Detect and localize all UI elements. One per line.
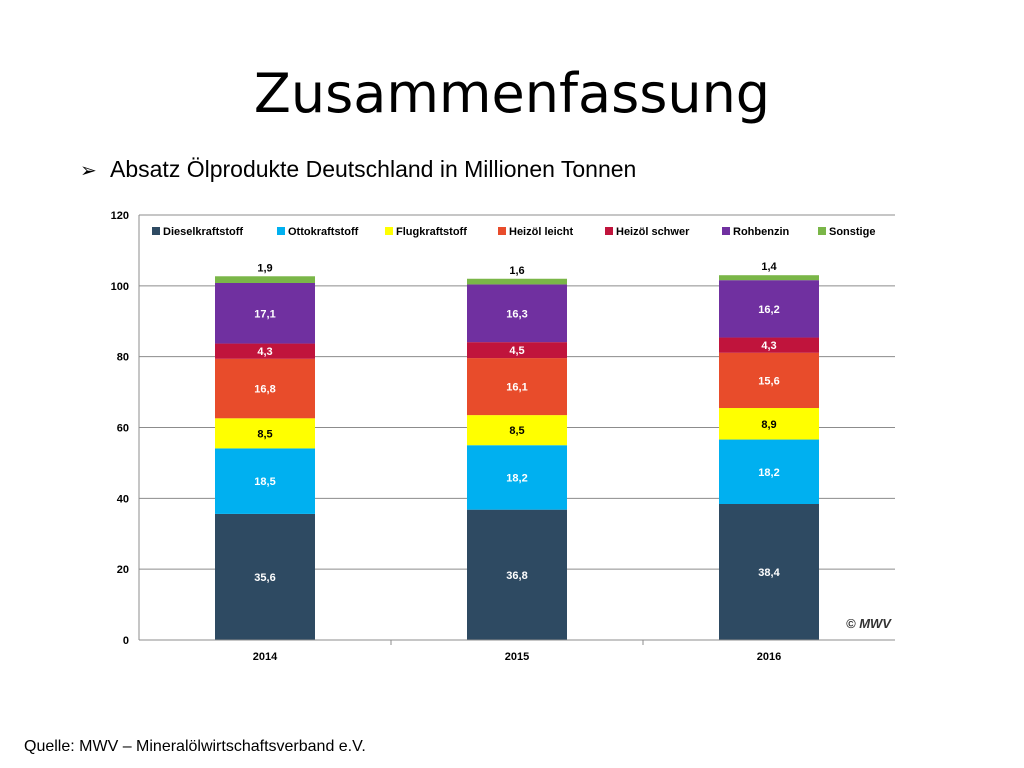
data-label: 8,9 xyxy=(761,419,776,431)
bar-segment xyxy=(215,448,315,514)
legend-swatch xyxy=(605,227,613,235)
data-label: 1,6 xyxy=(509,265,524,277)
data-label: 16,1 xyxy=(506,382,527,394)
legend: Dieselkraftstoff Ottokraftstoff Flugkrafts… xyxy=(152,226,875,238)
data-label: 16,2 xyxy=(758,304,779,316)
bar-segment xyxy=(215,513,315,640)
data-label: 4,3 xyxy=(257,346,272,358)
bar-segment xyxy=(467,445,567,510)
bar-segment xyxy=(215,358,315,419)
bar-segment xyxy=(467,284,567,343)
y-tick-label: 0 xyxy=(123,635,129,647)
bar-segment xyxy=(215,283,315,344)
legend-label: Rohbenzin xyxy=(733,226,789,238)
data-label: 8,5 xyxy=(257,428,272,440)
bar-segment xyxy=(215,418,315,449)
y-tick-label: 100 xyxy=(111,281,129,293)
source-note: Quelle: MWV – Mineralölwirtschaftsverban… xyxy=(24,738,366,755)
bar-segment xyxy=(719,337,819,353)
legend-swatch xyxy=(277,227,285,235)
bars xyxy=(215,275,819,640)
legend-label: Heizöl leicht xyxy=(509,226,574,238)
data-label: 38,4 xyxy=(758,567,780,579)
arrow-bullet-icon: ➢ xyxy=(80,158,97,182)
legend-label: Ottokraftstoff xyxy=(288,226,359,238)
bar-segment xyxy=(467,278,567,285)
x-axis: 2014 2015 2016 xyxy=(139,639,895,663)
data-label: 18,2 xyxy=(506,472,527,484)
bullet-item: ➢ Absatz Ölprodukte Deutschland in Millio… xyxy=(80,156,636,183)
legend-label: Sonstige xyxy=(829,226,875,238)
bar-segment xyxy=(467,342,567,359)
legend-swatch xyxy=(818,227,826,235)
data-label: 15,6 xyxy=(758,375,779,387)
legend-swatch xyxy=(498,227,506,235)
y-tick-label: 120 xyxy=(111,210,129,222)
bullet-text: Absatz Ölprodukte Deutschland in Million… xyxy=(110,156,637,182)
y-tick-label: 20 xyxy=(117,564,129,576)
x-tick-label: 2014 xyxy=(253,651,278,663)
y-tick-label: 80 xyxy=(117,352,129,364)
slide-title: Zusammenfassung xyxy=(253,62,771,125)
data-label: 18,2 xyxy=(758,467,779,479)
bar-segment xyxy=(719,439,819,504)
bar-segment xyxy=(719,408,819,440)
data-label: 4,5 xyxy=(509,345,524,357)
legend-swatch xyxy=(152,227,160,235)
data-label: 4,3 xyxy=(761,340,776,352)
data-label: 16,8 xyxy=(254,384,275,396)
copyright-mark: © MWV xyxy=(846,616,892,631)
data-label: 1,9 xyxy=(257,262,272,274)
bar-segment xyxy=(719,352,819,409)
bar-segment xyxy=(719,275,819,281)
data-label: 18,5 xyxy=(254,476,275,488)
bar-segment xyxy=(215,276,315,283)
bar-segment xyxy=(467,509,567,640)
y-axis: 0 20 40 60 80 100 120 xyxy=(111,210,140,647)
y-tick-label: 60 xyxy=(117,423,129,435)
data-labels: 35,6 18,5 8,5 16,8 4,3 17,1 1,9 36,8 18,2 8,5 16,1… xyxy=(254,261,780,584)
y-tick-label: 40 xyxy=(117,493,129,505)
data-label: 35,6 xyxy=(254,572,275,584)
bar-segment xyxy=(719,280,819,338)
legend-swatch xyxy=(722,227,730,235)
bar-segment xyxy=(215,343,315,359)
bar-segment xyxy=(719,504,819,640)
legend-label: Heizöl schwer xyxy=(616,226,690,238)
data-label: 1,4 xyxy=(761,261,777,273)
data-label: 17,1 xyxy=(254,308,275,320)
bar-segment xyxy=(467,358,567,416)
legend-label: Flugkraftstoff xyxy=(396,226,467,238)
data-label: 36,8 xyxy=(506,570,527,582)
x-tick-label: 2015 xyxy=(505,651,529,663)
data-label: 8,5 xyxy=(509,425,524,437)
data-label: 16,3 xyxy=(506,308,527,320)
bar-segment xyxy=(467,415,567,446)
legend-swatch xyxy=(385,227,393,235)
x-tick-label: 2016 xyxy=(757,651,781,663)
legend-label: Dieselkraftstoff xyxy=(163,226,243,238)
